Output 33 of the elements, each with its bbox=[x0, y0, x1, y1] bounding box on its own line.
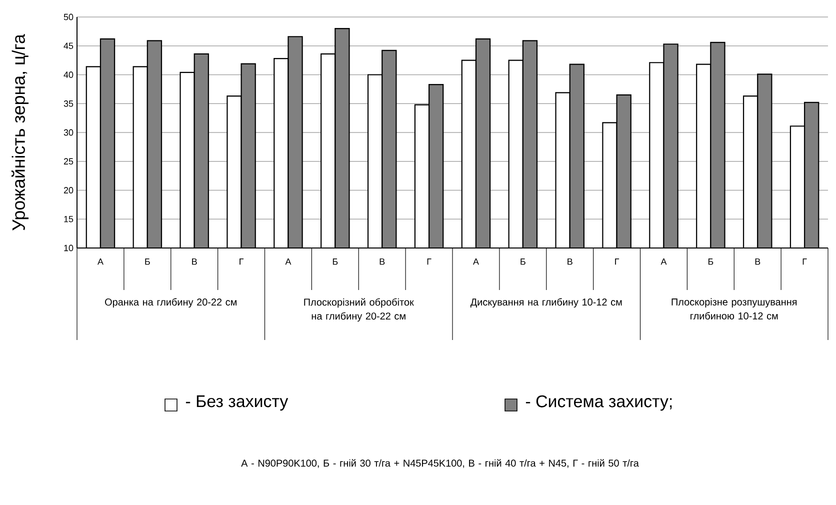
y-tick-label: 40 bbox=[64, 72, 74, 78]
x-tick-label: Г bbox=[615, 258, 620, 265]
x-tick-label: Б bbox=[145, 258, 150, 265]
y-tick-label: 25 bbox=[64, 158, 74, 165]
x-tick-label: А bbox=[660, 258, 667, 265]
x-tick-label: Б bbox=[520, 258, 526, 265]
x-tick-label: Б bbox=[332, 258, 338, 265]
y-tick-label: 10 bbox=[64, 244, 74, 252]
y-tick-label: 20 bbox=[64, 187, 74, 194]
x-tick-label: Б bbox=[708, 258, 714, 265]
y-tick-label: 15 bbox=[64, 216, 74, 222]
y-axis-title: Урожайність зерна, ц/га bbox=[11, 34, 29, 230]
legend-label: - Без захисту bbox=[186, 395, 288, 411]
x-tick-label: В bbox=[568, 258, 572, 265]
x-tick-label: А bbox=[285, 258, 292, 265]
x-tick-label: Г bbox=[802, 258, 807, 265]
x-tick-label: В bbox=[380, 258, 385, 265]
x-tick-label: А bbox=[473, 258, 479, 265]
y-tick-label: 35 bbox=[64, 100, 74, 107]
x-tick-label: Г bbox=[240, 258, 244, 265]
y-tick-label: 30 bbox=[64, 129, 74, 136]
text: Оранка на глибину 20-22 см bbox=[105, 298, 237, 308]
y-tick-label: 45 bbox=[64, 42, 74, 49]
x-tick-label: А bbox=[98, 258, 104, 265]
text: Плоскорізне розпушування глибиною 10-12 см bbox=[672, 298, 797, 320]
text: Дискування на глибину 10-12 см bbox=[470, 298, 622, 308]
x-tick-label: Г bbox=[427, 258, 432, 265]
y-tick-label: 50 bbox=[64, 14, 74, 20]
text: А - N90P90K100, Б - гній 30 т/га + N45P45K100, В - гній 40 т/га + N45, Г - гній 50 т/га bbox=[241, 459, 639, 468]
text: Плоскорізний обробіток на глибину 20-22 см bbox=[304, 298, 414, 322]
legend-label: - Система захисту; bbox=[526, 395, 672, 411]
x-tick-label: В bbox=[192, 258, 197, 265]
x-tick-label: В bbox=[755, 258, 760, 265]
